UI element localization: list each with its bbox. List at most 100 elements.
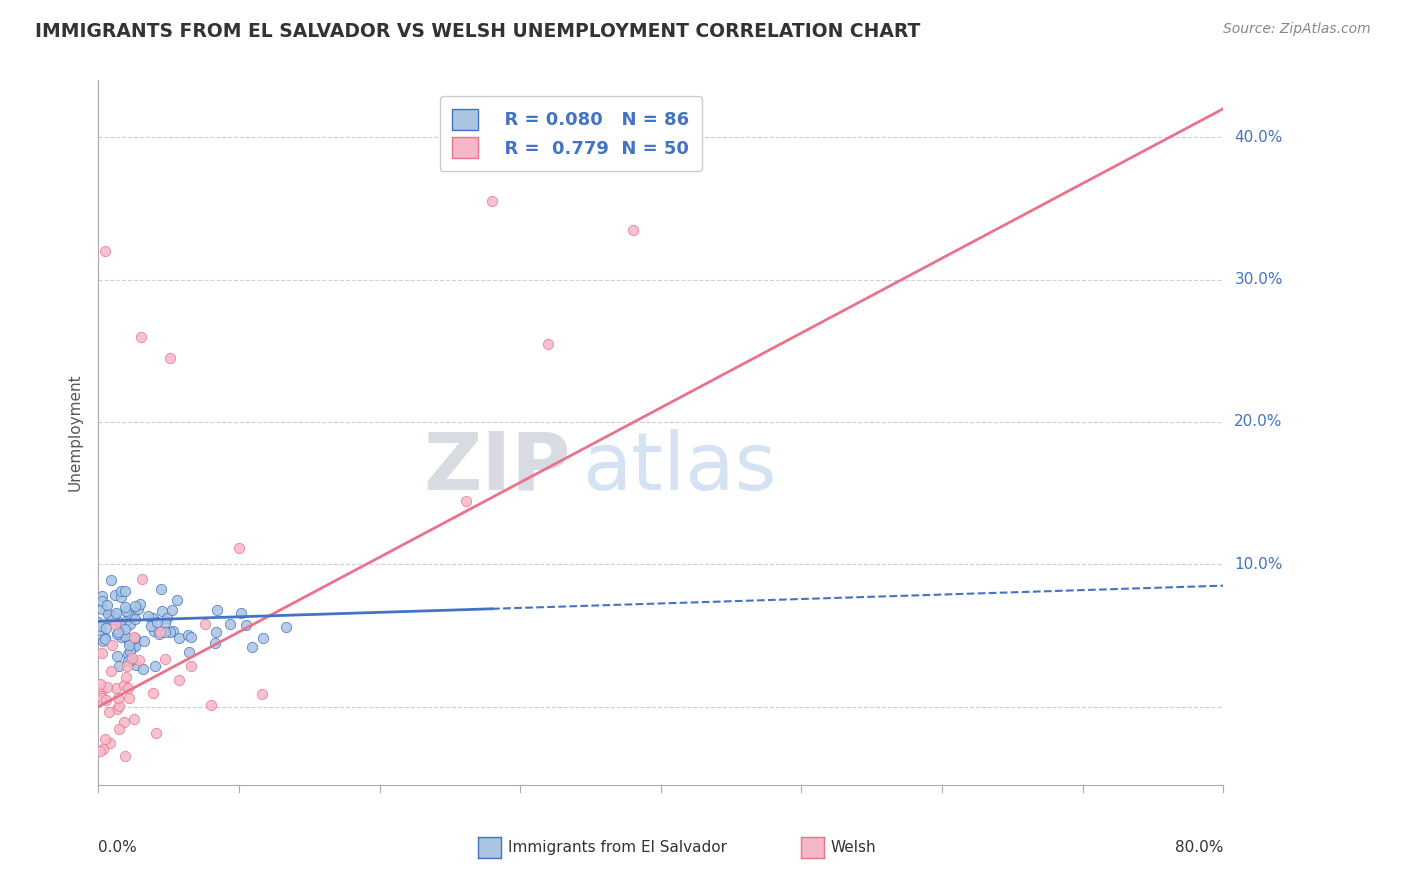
Point [105, 701, 128, 715]
Point [90, 683, 112, 698]
Point [139, 619, 162, 633]
Point [621, 223, 644, 237]
Point [89, 677, 111, 691]
Point [454, 493, 477, 508]
Point [205, 624, 228, 639]
Point [118, 651, 141, 665]
Text: IMMIGRANTS FROM EL SALVADOR VS WELSH UNEMPLOYMENT CORRELATION CHART: IMMIGRANTS FROM EL SALVADOR VS WELSH UNE… [35, 22, 921, 41]
Point [162, 624, 184, 638]
Point [97, 607, 120, 622]
Point [87, 615, 110, 630]
Point [97, 705, 120, 719]
Point [90, 689, 112, 703]
Point [111, 627, 134, 641]
Point [228, 541, 250, 555]
Point [98, 736, 121, 750]
Point [180, 658, 202, 673]
Text: Welsh: Welsh [831, 840, 876, 855]
Text: ZIP: ZIP [423, 429, 571, 507]
Point [145, 726, 167, 740]
Point [110, 590, 132, 604]
Point [204, 636, 226, 650]
Point [90, 690, 112, 705]
Point [142, 685, 165, 699]
Point [94, 631, 117, 645]
Point [127, 601, 149, 615]
Point [94, 731, 117, 746]
Text: 30.0%: 30.0% [1234, 272, 1282, 287]
Point [131, 792, 153, 806]
Point [153, 625, 176, 640]
Point [103, 612, 125, 626]
Point [89, 623, 111, 637]
Point [96, 693, 118, 707]
Point [129, 329, 152, 343]
Text: Immigrants from El Salvador: Immigrants from El Salvador [508, 840, 727, 855]
Point [120, 617, 142, 632]
Point [128, 653, 150, 667]
Point [117, 654, 139, 668]
Point [100, 638, 122, 652]
Point [153, 616, 176, 631]
Point [103, 608, 125, 623]
Point [131, 662, 153, 676]
Point [180, 630, 202, 644]
Point [91, 634, 114, 648]
Point [94, 244, 117, 259]
Point [108, 616, 131, 631]
Point [129, 598, 152, 612]
Point [167, 673, 190, 688]
Point [122, 631, 145, 645]
Point [105, 649, 128, 664]
Point [219, 617, 242, 632]
Point [94, 621, 117, 635]
Point [250, 687, 273, 701]
Point [104, 588, 127, 602]
Point [114, 604, 136, 618]
Point [149, 582, 172, 596]
Point [155, 652, 177, 666]
Point [159, 351, 181, 365]
Point [104, 681, 127, 695]
Point [132, 634, 155, 648]
Point [104, 617, 127, 632]
Point [105, 615, 128, 629]
Point [115, 613, 138, 627]
Legend:   R = 0.080   N = 86,   R =  0.779  N = 50: R = 0.080 N = 86, R = 0.779 N = 50 [440, 96, 702, 170]
Point [143, 658, 166, 673]
Point [98, 610, 121, 624]
Point [108, 659, 131, 673]
Point [90, 593, 112, 607]
Point [91, 741, 114, 756]
Point [115, 670, 138, 684]
Point [205, 603, 228, 617]
Point [94, 632, 117, 647]
Point [124, 599, 146, 614]
Text: 80.0%: 80.0% [1175, 840, 1223, 855]
Point [481, 194, 503, 209]
Point [148, 627, 170, 641]
Point [107, 624, 129, 639]
Point [108, 699, 131, 714]
Point [114, 629, 136, 643]
Point [136, 609, 159, 624]
Point [118, 644, 141, 658]
Point [118, 691, 141, 706]
Point [100, 664, 122, 678]
Point [96, 598, 118, 612]
Y-axis label: Unemployment: Unemployment [67, 374, 83, 491]
Point [160, 603, 183, 617]
Point [252, 632, 274, 646]
Point [143, 624, 166, 638]
Point [124, 712, 146, 726]
Point [167, 632, 190, 646]
Point [114, 749, 136, 764]
Point [118, 638, 141, 652]
Point [537, 336, 560, 351]
Text: 0.0%: 0.0% [98, 840, 138, 855]
Point [235, 618, 257, 632]
Point [166, 593, 188, 607]
Point [159, 625, 181, 640]
Point [98, 609, 121, 624]
Point [91, 602, 114, 616]
